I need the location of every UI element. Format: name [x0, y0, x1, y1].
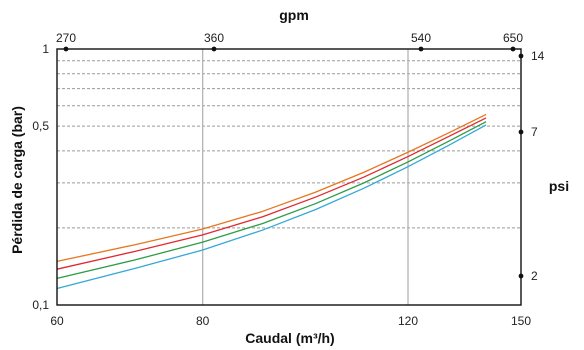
- y-tick-label: 0,5: [32, 119, 49, 133]
- right-tick-marker: [518, 129, 524, 135]
- tick-labels: 60 80 120 150 0,1 0,5 1 270 360 540 650 2 7 14: [32, 31, 544, 328]
- x-tick-label: 150: [511, 314, 531, 328]
- right-axis-title: psi: [549, 178, 569, 194]
- x-tick-label: 80: [196, 314, 210, 328]
- series-lines: [56, 113, 487, 290]
- grid: [57, 49, 521, 305]
- top-tick-marker: [510, 46, 516, 52]
- series-line-3: [56, 121, 487, 280]
- x-tick-label: 120: [398, 314, 418, 328]
- top-tick-marker: [211, 46, 217, 52]
- y-axis-title: Pérdida de carga (bar): [9, 106, 25, 254]
- y-tick-label: 1: [42, 42, 49, 56]
- top-axis-title: gpm: [279, 7, 309, 23]
- top-tick-label: 360: [204, 31, 224, 45]
- right-tick-marker: [518, 273, 524, 279]
- x-tick-label: 60: [50, 314, 64, 328]
- series-line-1: [56, 113, 487, 263]
- right-tick-marker: [518, 53, 524, 59]
- series-line-2: [56, 117, 487, 270]
- top-tick-label: 270: [56, 31, 76, 45]
- top-tick-marker: [63, 46, 69, 52]
- series-line-4: [56, 124, 487, 290]
- right-tick-label: 14: [531, 49, 545, 63]
- top-tick-marker: [418, 46, 424, 52]
- right-tick-label: 7: [531, 125, 538, 139]
- top-tick-label: 650: [503, 31, 523, 45]
- plot-frame: [56, 48, 522, 306]
- x-axis-title: Caudal (m³/h): [245, 330, 334, 346]
- y-tick-label: 0,1: [32, 298, 49, 312]
- top-tick-label: 540: [411, 31, 431, 45]
- right-tick-label: 2: [531, 269, 538, 283]
